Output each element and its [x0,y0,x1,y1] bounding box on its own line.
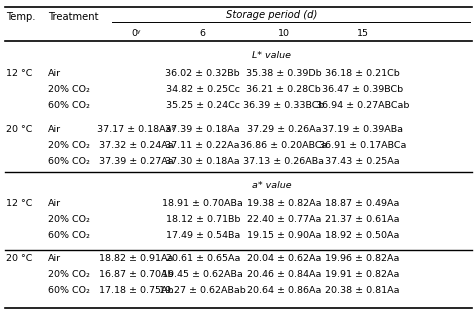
Text: 35.25 ± 0.24Cc: 35.25 ± 0.24Cc [165,101,239,110]
Text: 36.18 ± 0.21Cb: 36.18 ± 0.21Cb [325,69,399,78]
Text: 12 °C: 12 °C [6,69,32,78]
Text: 15: 15 [356,29,368,38]
Text: 35.38 ± 0.39Db: 35.38 ± 0.39Db [246,69,321,78]
Text: 36.02 ± 0.32Bb: 36.02 ± 0.32Bb [165,69,239,78]
Text: 19.96 ± 0.82Aa: 19.96 ± 0.82Aa [325,255,399,263]
Text: 36.94 ± 0.27ABCab: 36.94 ± 0.27ABCab [315,101,408,110]
Text: 20.64 ± 0.86Aa: 20.64 ± 0.86Aa [246,286,320,295]
Text: Air: Air [48,126,61,134]
Text: 37.32 ± 0.24Aa: 37.32 ± 0.24Aa [99,141,173,150]
Text: 12 °C: 12 °C [6,199,32,208]
Text: 0ʸ: 0ʸ [131,29,140,38]
Text: 20 °C: 20 °C [6,255,32,263]
Text: 60% CO₂: 60% CO₂ [48,231,89,240]
Text: 18.92 ± 0.50Aa: 18.92 ± 0.50Aa [325,231,399,240]
Text: 36.47 ± 0.39BCb: 36.47 ± 0.39BCb [321,85,402,94]
Text: a* value: a* value [251,181,291,190]
Text: 6: 6 [199,29,205,38]
Text: 20% CO₂: 20% CO₂ [48,270,89,279]
Text: 20 °C: 20 °C [6,126,32,134]
Text: 19.91 ± 0.82Aa: 19.91 ± 0.82Aa [325,270,399,279]
Text: 20.38 ± 0.81Aa: 20.38 ± 0.81Aa [325,286,399,295]
Text: Temp.: Temp. [6,12,35,23]
Text: 37.43 ± 0.25Aa: 37.43 ± 0.25Aa [325,157,399,166]
Text: 20% CO₂: 20% CO₂ [48,85,89,94]
Text: 37.30 ± 0.18Aa: 37.30 ± 0.18Aa [165,157,239,166]
Text: 19.15 ± 0.90Aa: 19.15 ± 0.90Aa [246,231,320,240]
Text: 17.49 ± 0.54Ba: 17.49 ± 0.54Ba [165,231,239,240]
Text: 18.91 ± 0.70ABa: 18.91 ± 0.70ABa [162,199,243,208]
Text: 37.17 ± 0.18Aaʸ: 37.17 ± 0.18Aaʸ [97,126,175,134]
Text: 20.46 ± 0.84Aa: 20.46 ± 0.84Aa [246,270,320,279]
Text: 20.61 ± 0.65Aa: 20.61 ± 0.65Aa [165,255,239,263]
Text: 17.18 ± 0.75Ab: 17.18 ± 0.75Ab [99,286,173,295]
Text: 16.87 ± 0.70Ab: 16.87 ± 0.70Ab [99,270,173,279]
Text: 19.38 ± 0.82Aa: 19.38 ± 0.82Aa [246,199,320,208]
Text: 18.87 ± 0.49Aa: 18.87 ± 0.49Aa [325,199,399,208]
Text: 34.82 ± 0.25Cc: 34.82 ± 0.25Cc [165,85,239,94]
Text: Treatment: Treatment [48,12,98,23]
Text: 18.82 ± 0.91Aa: 18.82 ± 0.91Aa [99,255,173,263]
Text: 36.91 ± 0.17ABCa: 36.91 ± 0.17ABCa [318,141,406,150]
Text: 37.19 ± 0.39ABa: 37.19 ± 0.39ABa [321,126,402,134]
Text: 19.45 ± 0.62ABa: 19.45 ± 0.62ABa [162,270,243,279]
Text: Storage period (d): Storage period (d) [226,10,317,20]
Text: 60% CO₂: 60% CO₂ [48,101,89,110]
Text: 36.86 ± 0.20ABCa: 36.86 ± 0.20ABCa [239,141,327,150]
Text: 20% CO₂: 20% CO₂ [48,215,89,224]
Text: 22.40 ± 0.77Aa: 22.40 ± 0.77Aa [246,215,320,224]
Text: 60% CO₂: 60% CO₂ [48,286,89,295]
Text: 36.39 ± 0.33BCb: 36.39 ± 0.33BCb [243,101,324,110]
Text: 60% CO₂: 60% CO₂ [48,157,89,166]
Text: Air: Air [48,255,61,263]
Text: Air: Air [48,199,61,208]
Text: 37.39 ± 0.18Aa: 37.39 ± 0.18Aa [165,126,239,134]
Text: 36.21 ± 0.28Cb: 36.21 ± 0.28Cb [246,85,320,94]
Text: 37.13 ± 0.26ABa: 37.13 ± 0.26ABa [243,157,324,166]
Text: Air: Air [48,69,61,78]
Text: 21.37 ± 0.61Aa: 21.37 ± 0.61Aa [325,215,399,224]
Text: 37.39 ± 0.27Aa: 37.39 ± 0.27Aa [99,157,173,166]
Text: 20.04 ± 0.62Aa: 20.04 ± 0.62Aa [246,255,320,263]
Text: L* value: L* value [252,51,291,60]
Text: 10: 10 [277,29,289,38]
Text: 37.11 ± 0.22Aa: 37.11 ± 0.22Aa [165,141,239,150]
Text: 18.12 ± 0.71Bb: 18.12 ± 0.71Bb [165,215,239,224]
Text: 20% CO₂: 20% CO₂ [48,141,89,150]
Text: 37.29 ± 0.26Aa: 37.29 ± 0.26Aa [246,126,320,134]
Text: 19.27 ± 0.62ABab: 19.27 ± 0.62ABab [159,286,246,295]
